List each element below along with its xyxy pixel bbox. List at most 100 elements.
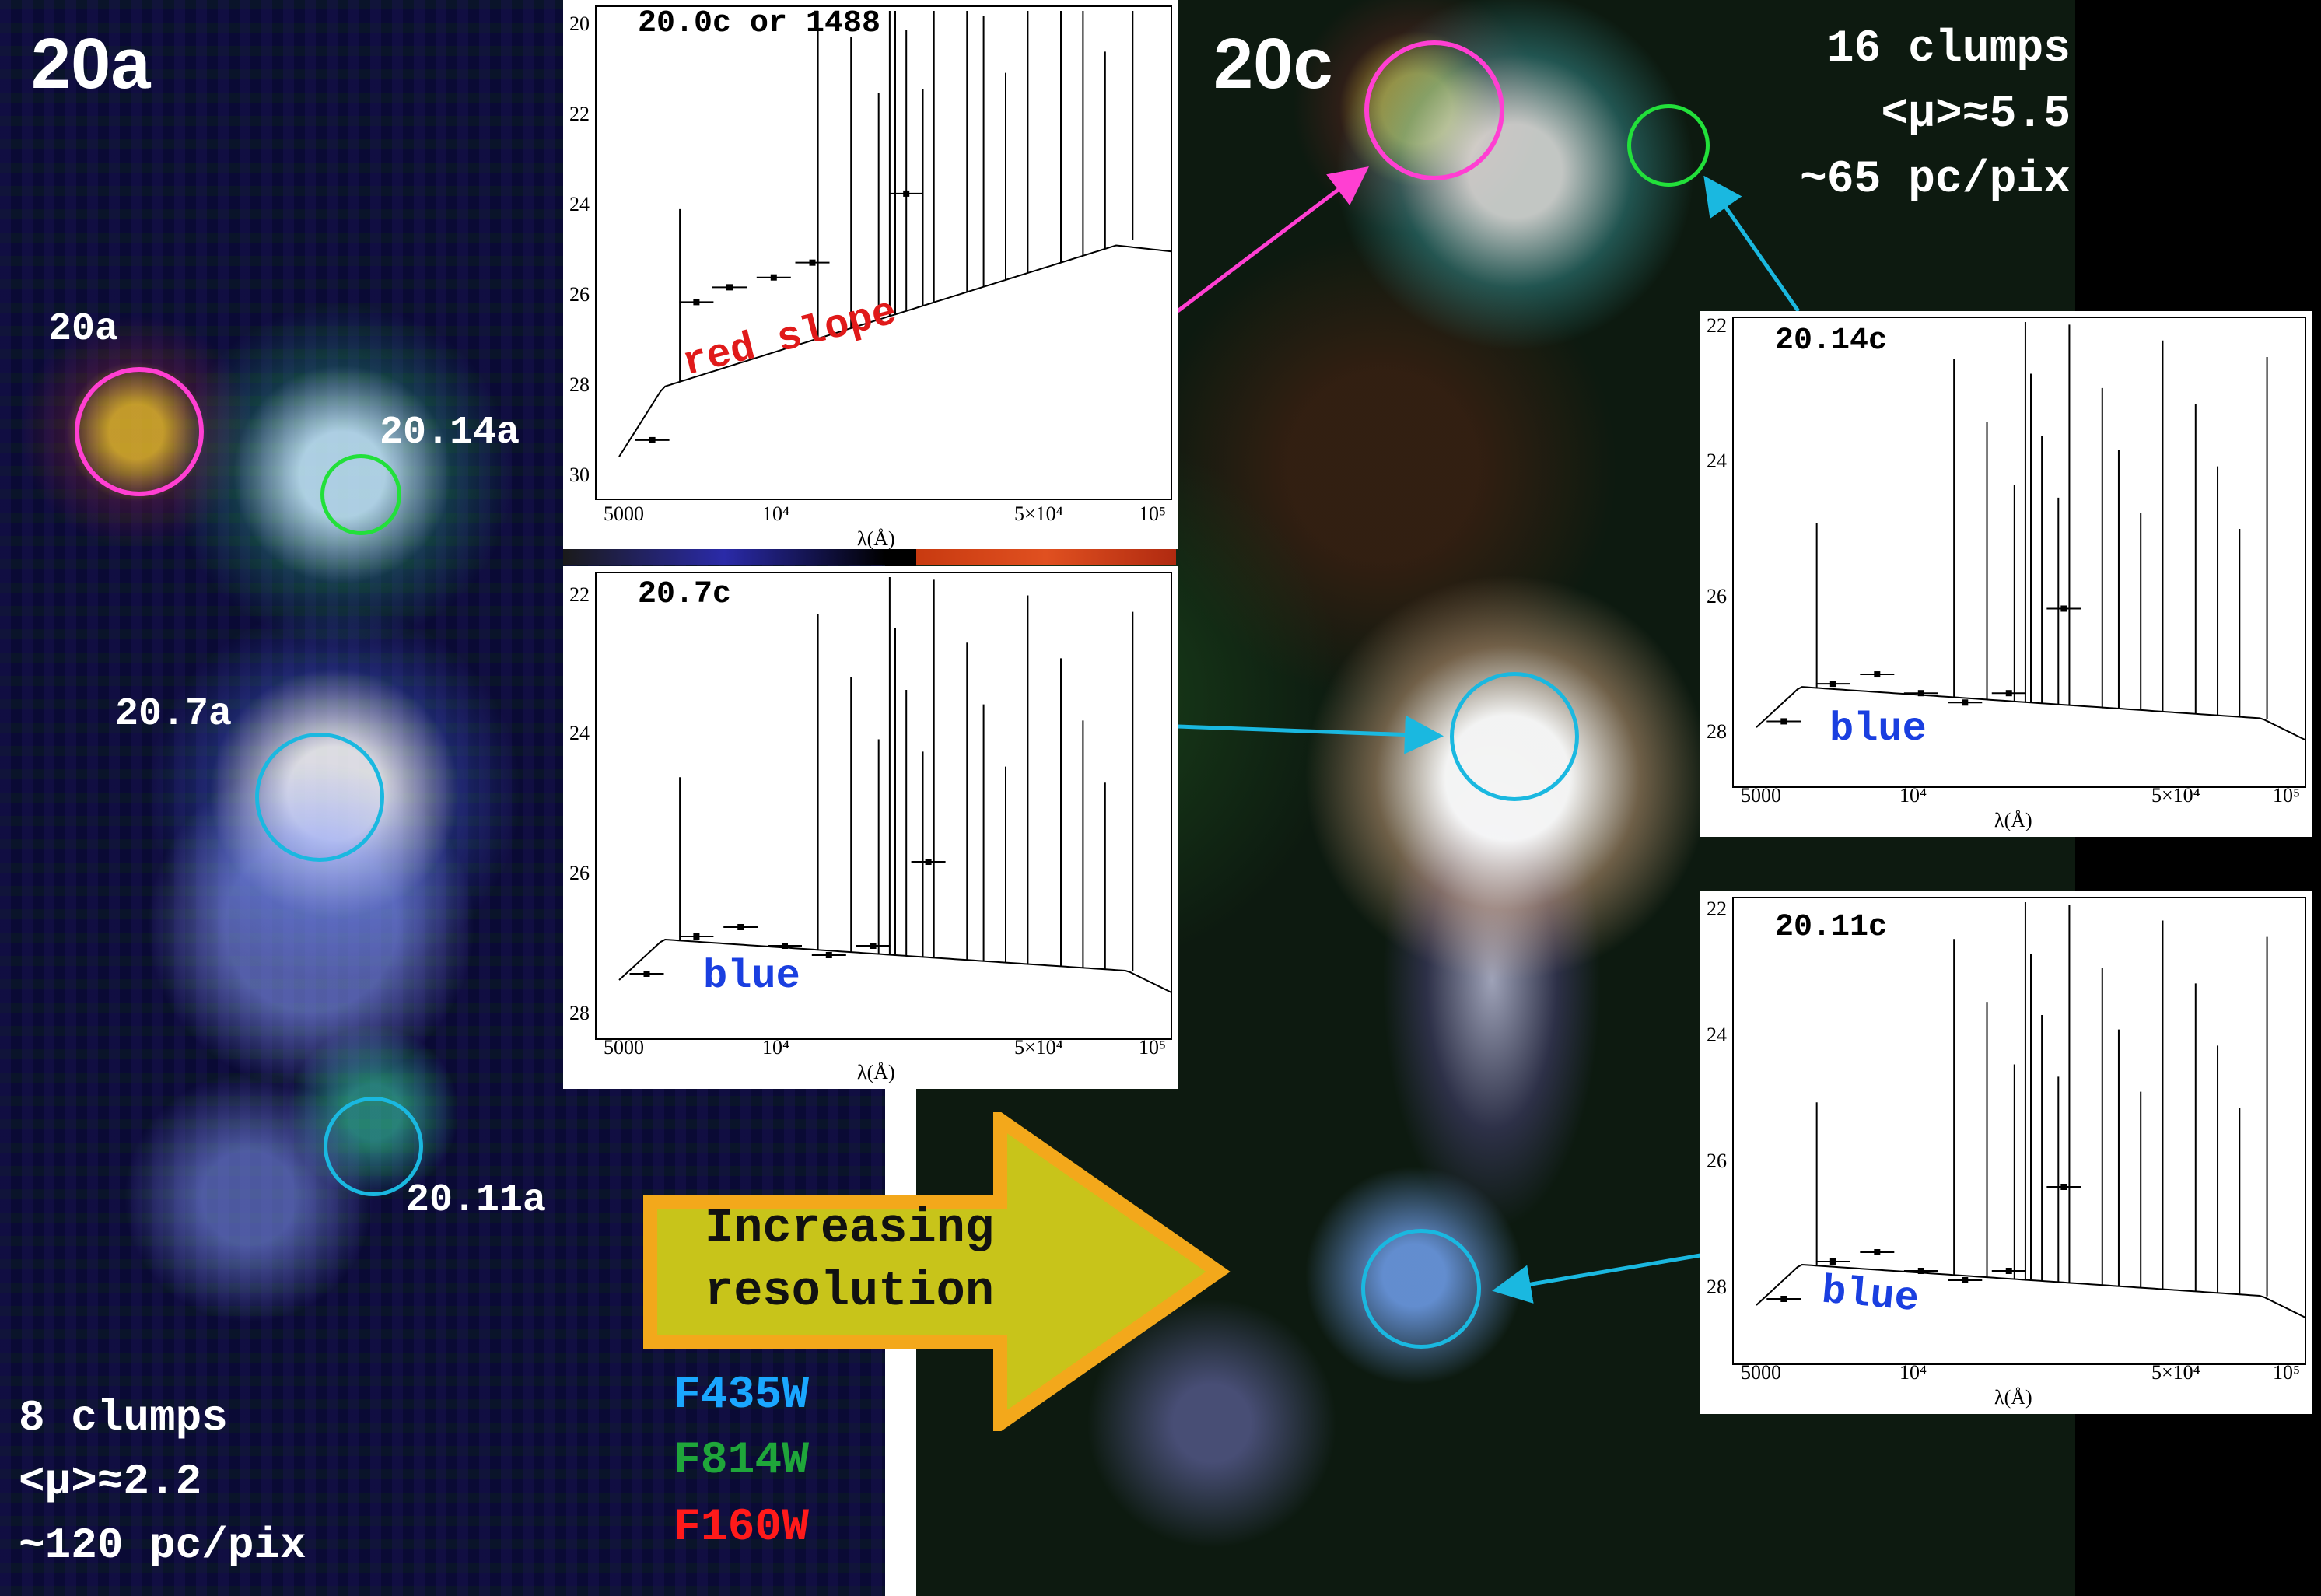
left-clumps: 8 clumps [19,1393,228,1443]
clump-label-20-11a: 20.11a [406,1178,547,1223]
x-tick: 5000 [1741,784,1781,807]
photometry-point [737,924,744,930]
plot-frame [1732,897,2306,1365]
photometry-point [809,259,816,266]
blue-annotation: blue [1829,706,1927,752]
arrow-line1: Increasing [705,1201,995,1256]
x-tick: 10⁴ [1899,1361,1927,1384]
clump-label-20-14a: 20.14a [380,411,520,455]
photometry-point [1829,681,1836,688]
x-tick: 5000 [1741,1361,1781,1384]
y-tick: 22 [1707,898,1727,920]
x-label: λ(Å) [1994,809,2032,831]
blue-annotation: blue [703,954,800,999]
inset-title: 20.0c or 1488 [638,6,881,41]
increasing-resolution-arrow [643,1112,1231,1431]
y-tick: 30 [569,464,590,486]
photometry-point [2005,1268,2012,1274]
y-tick: 24 [569,722,590,744]
photometry-point [2060,605,2067,612]
circle-20-14c [1627,104,1710,187]
x-tick: 5000 [604,502,644,525]
photometry-point [2060,1184,2067,1190]
photometry-point [649,436,656,443]
x-tick: 5×10⁴ [1014,1036,1063,1059]
x-tick: 10⁵ [1139,1036,1167,1059]
plot-frame [595,572,1172,1040]
photometry-point [726,284,733,291]
photometry-point [1917,1268,1924,1274]
photometry-point [870,943,877,949]
y-tick: 26 [1707,585,1727,607]
y-tick: 22 [569,103,590,125]
y-tick: 22 [569,583,590,606]
clump-label-20a: 20a [48,307,119,352]
photometry-point [1917,690,1924,697]
plot-frame [595,5,1172,500]
y-tick: 28 [569,373,590,396]
sed-inset-20-14c: 20.14c blue 22 24 26 28 5000 10⁴ 5×10⁴ 1… [1700,311,2312,837]
y-tick: 26 [569,862,590,884]
y-tick: 26 [1707,1150,1727,1172]
right-clumps: 16 clumps [1826,24,2071,75]
x-label: λ(Å) [857,527,895,550]
x-tick: 5×10⁴ [2151,1361,2200,1384]
photometry-point [1874,1249,1881,1255]
y-tick: 24 [1707,450,1727,472]
x-tick: 5×10⁴ [2151,784,2200,807]
sed-inset-20-7c: 20.7c blue 22 24 26 28 5000 10⁴ 5×10⁴ 10… [563,566,1178,1089]
inset-title: 20.11c [1775,910,1888,945]
colorbar-right [916,549,1176,565]
left-panel-title: 20a [31,24,151,103]
photometry-point [925,859,932,865]
y-tick: 20 [569,12,590,35]
y-tick: 24 [569,193,590,215]
colorbar-left [563,549,885,565]
photometry-point [1829,1258,1836,1265]
filter-f160w: F160W [674,1503,810,1553]
photometry-point [1962,1277,1969,1283]
left-stats: 8 clumps <μ>≈2.2 ~120 pc/pix [19,1386,306,1577]
y-tick: 28 [569,1002,590,1024]
circle-20a [75,367,204,496]
circle-20-11c [1361,1229,1481,1349]
photometry-point [770,274,777,281]
right-scale: ~65 pc/pix [1799,155,2071,205]
clump-label-20-7a: 20.7a [115,692,233,737]
photometry-point [1962,699,1969,706]
x-tick: 10⁵ [2273,1361,2301,1384]
x-tick: 10⁴ [1899,784,1927,807]
left-scale: ~120 pc/pix [19,1521,306,1570]
circle-20-14a [320,454,401,535]
sed-continuum [618,244,1172,457]
photometry-point [825,952,832,958]
arrow-text: Increasing resolution [705,1198,994,1323]
x-tick: 10⁵ [1139,502,1167,525]
y-tick: 26 [569,283,590,306]
sed-inset-20-0c: 20.0c or 1488 red slope 20 22 24 26 28 3… [563,0,1178,550]
filter-f814w: F814W [674,1436,810,1486]
x-tick: 10⁴ [762,502,790,525]
circle-20-7c [1450,672,1579,801]
right-stats: 16 clumps <μ>≈5.5 ~65 pc/pix [1750,17,2071,213]
photometry-point [1874,671,1881,678]
x-label: λ(Å) [1994,1386,2032,1409]
y-tick: 28 [1707,720,1727,743]
arrow-line2: resolution [705,1263,995,1319]
plot-frame [1732,317,2306,788]
photometry-point [643,971,650,977]
x-tick: 10⁵ [2273,784,2301,807]
inset-title: 20.14c [1775,324,1888,359]
x-tick: 5×10⁴ [1014,502,1063,525]
photometry-point [2005,690,2012,697]
right-mu: <μ>≈5.5 [1881,89,2071,140]
photometry-point [693,299,700,306]
y-tick: 22 [1707,314,1727,337]
circle-20-11a [324,1097,423,1196]
photometry-point [1780,718,1787,725]
right-panel-title: 20c [1213,24,1333,103]
x-tick: 10⁴ [762,1036,790,1059]
filter-f435w: F435W [674,1370,810,1421]
y-tick: 28 [1707,1276,1727,1298]
photometry-point [1780,1296,1787,1302]
